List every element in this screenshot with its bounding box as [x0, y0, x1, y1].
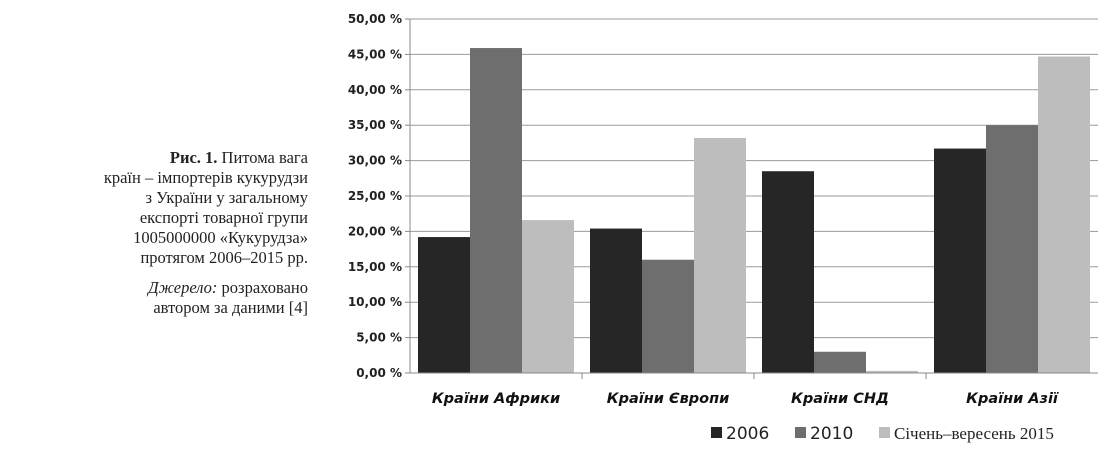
figure-caption: Рис. 1. Питома вага країн – імпортерів к…	[0, 148, 308, 318]
bar	[762, 171, 814, 373]
bar	[934, 148, 986, 373]
y-tick-label: 40,00 %	[348, 83, 402, 97]
y-axis: 0,00 % 5,00 % 10,00 % 15,00 % 20,00 % 25,00 %…	[348, 12, 411, 380]
y-tick-label: 15,00 %	[348, 260, 402, 274]
y-tick-label: 25,00 %	[348, 189, 402, 203]
bar	[418, 237, 470, 373]
bar	[986, 125, 1038, 373]
x-category-label: Країни Африки	[432, 391, 560, 407]
x-axis: Країни Африки Країни Європи Країни СНД Краї…	[410, 372, 1098, 407]
bar	[642, 259, 694, 373]
source-line-1: Джерело: розраховано	[148, 278, 308, 297]
legend-swatch	[795, 427, 806, 438]
caption-line-5: 1005000000 «Кукурудза»	[133, 228, 308, 247]
legend-label: 2006	[726, 424, 769, 444]
bar	[866, 370, 918, 373]
legend-swatch	[711, 427, 722, 438]
y-tick-label: 45,00 %	[348, 47, 402, 61]
x-category-label: Країни СНД	[791, 391, 889, 407]
source-line-2: автором за даними [4]	[153, 298, 308, 317]
legend-label: Січень–вересень 2015	[894, 424, 1054, 443]
y-tick-label: 20,00 %	[348, 224, 402, 238]
source-label: Джерело:	[148, 278, 218, 297]
bar	[470, 48, 522, 373]
y-tick-label: 0,00 %	[356, 366, 402, 380]
y-tick-label: 10,00 %	[348, 295, 402, 309]
caption-line-2: країн – імпортерів кукурудзи	[103, 168, 308, 187]
legend-swatch	[879, 427, 890, 438]
figure-label: Рис. 1.	[169, 148, 218, 167]
bar	[522, 220, 574, 373]
bar	[1038, 56, 1090, 374]
caption-line-3: з України у загальному	[145, 188, 308, 207]
y-tick-label: 5,00 %	[356, 331, 402, 345]
bars	[418, 48, 1090, 374]
bar	[814, 351, 866, 373]
x-category-label: Країни Азії	[966, 391, 1059, 407]
caption-line-4: експорті товарної групи	[139, 208, 308, 227]
y-tick-label: 50,00 %	[348, 12, 402, 26]
legend-label: 2010	[810, 424, 853, 444]
y-tick-label: 35,00 %	[348, 118, 402, 132]
caption-line-6: протягом 2006–2015 рр.	[140, 248, 308, 267]
legend: 2006 2010 Січень–вересень 2015	[711, 424, 1054, 444]
caption-line-1: Рис. 1. Питома вага	[169, 148, 308, 167]
bar	[590, 228, 642, 373]
bar	[694, 137, 746, 373]
y-tick-label: 30,00 %	[348, 154, 402, 168]
x-category-label: Країни Європи	[607, 391, 730, 407]
